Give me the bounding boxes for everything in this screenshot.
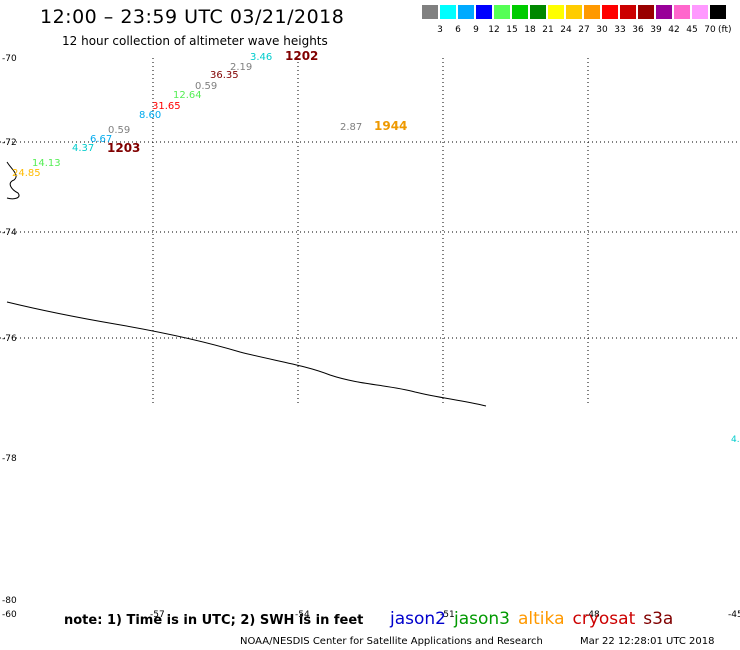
satellite-label-jason2: jason2: [390, 609, 446, 629]
legend-swatch: [476, 5, 492, 19]
swh-value-label: 2.19: [230, 62, 252, 73]
coastline: [6, 301, 487, 407]
satellite-label-s3a: s3a: [643, 609, 674, 629]
y-tick-label: -70: [2, 54, 17, 64]
track-time-label: 1944: [374, 119, 407, 133]
legend-swatch: [638, 5, 654, 19]
coastline: [6, 161, 20, 200]
legend-label: 36: [632, 25, 644, 35]
satellite-label-altika: altika: [518, 609, 565, 629]
x-tick-label: -48: [585, 610, 600, 620]
legend-label: 70: [704, 25, 716, 35]
swh-value-label: 6.67: [90, 134, 112, 145]
legend-label: 9: [473, 25, 479, 35]
legend-swatch: [566, 5, 582, 19]
x-tick-label: -54: [295, 610, 310, 620]
legend-swatch: [584, 5, 600, 19]
x-tick-label: -57: [150, 610, 165, 620]
legend-label: 27: [578, 25, 590, 35]
legend-label: 18: [524, 25, 536, 35]
swh-value-label: 2.87: [340, 122, 362, 133]
swh-value-label: 24.85: [12, 168, 41, 179]
track-time-label: 1202: [285, 49, 318, 63]
x-tick-label: -60: [2, 610, 17, 620]
swh-value-label: 14.13: [32, 158, 61, 169]
y-tick-label: -80: [2, 596, 17, 606]
y-tick-label: -78: [2, 454, 17, 464]
footer-note: note: 1) Time is in UTC; 2) SWH is in fe…: [64, 613, 364, 628]
legend-swatch: [530, 5, 546, 19]
legend-swatch: [692, 5, 708, 19]
chart-title: 12:00 – 23:59 UTC 03/21/2018: [40, 6, 345, 28]
swh-value-label: 12.64: [173, 90, 202, 101]
legend-label: 21: [542, 25, 554, 35]
legend-label: 39: [650, 25, 662, 35]
legend-swatch: [548, 5, 564, 19]
legend-unit: (ft): [718, 25, 732, 35]
swh-value-label: 0.59: [195, 81, 217, 92]
swh-value-label: 4.37: [72, 143, 94, 154]
legend-swatch: [494, 5, 510, 19]
swh-value-label: 0.59: [108, 125, 130, 136]
legend-label: 12: [488, 25, 500, 35]
swh-value-label: 3.46: [250, 52, 272, 63]
edge-value-label: 4.: [731, 435, 740, 445]
legend-swatch: [674, 5, 690, 19]
x-tick-label: -45: [728, 610, 740, 620]
generation-timestamp: Mar 22 12:28:01 UTC 2018: [580, 636, 715, 647]
swh-value-label: 36.35: [210, 70, 239, 81]
chart-subtitle: 12 hour collection of altimeter wave hei…: [62, 34, 328, 48]
legend-label: 6: [455, 25, 461, 35]
satellite-legend: jason2 jason3 altika cryosat s3a: [390, 609, 681, 629]
credit-text: NOAA/NESDIS Center for Satellite Applica…: [240, 636, 543, 647]
legend-swatch: [440, 5, 456, 19]
legend-swatch: [602, 5, 618, 19]
legend-label: 15: [506, 25, 518, 35]
legend-swatch: [656, 5, 672, 19]
legend-swatch: [422, 5, 438, 19]
legend-swatch: [710, 5, 726, 19]
y-tick-label: -76: [2, 334, 17, 344]
x-tick-label: -51: [440, 610, 455, 620]
legend-swatch: [512, 5, 528, 19]
satellite-label-jason3: jason3: [454, 609, 510, 629]
legend-label: 45: [686, 25, 698, 35]
swh-value-label: 8.60: [139, 110, 161, 121]
y-tick-label: -74: [2, 228, 17, 238]
y-tick-label: -72: [2, 138, 17, 148]
legend-label: 42: [668, 25, 680, 35]
legend-label: 3: [437, 25, 443, 35]
track-time-label: 1203: [107, 141, 140, 155]
legend-swatch: [458, 5, 474, 19]
swh-value-label: 31.65: [152, 101, 181, 112]
legend-label: 30: [596, 25, 608, 35]
legend-swatch: [620, 5, 636, 19]
satellite-label-cryosat: cryosat: [572, 609, 636, 629]
legend-label: 33: [614, 25, 626, 35]
legend-label: 24: [560, 25, 572, 35]
